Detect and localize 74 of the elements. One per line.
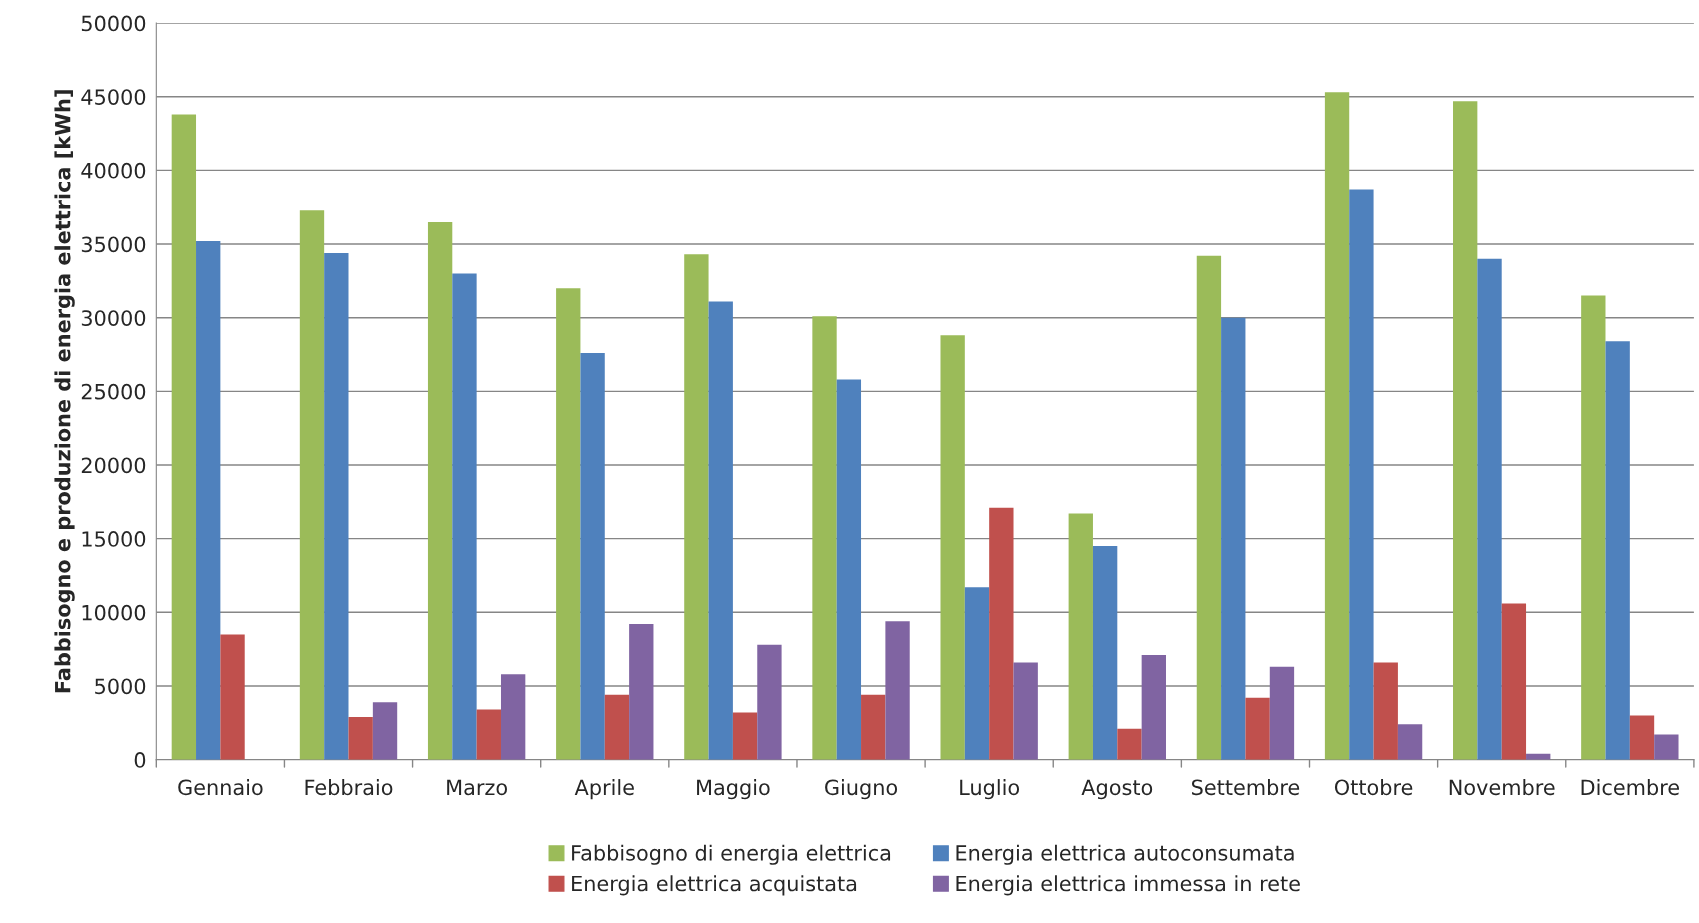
bar: [1221, 317, 1246, 760]
x-tick-label: Luglio: [960, 779, 1020, 800]
x-tick-label: Giugno: [825, 779, 898, 800]
bar: [1196, 255, 1222, 760]
x-tick-label: Ottobre: [1334, 779, 1413, 796]
y-tick-label: 0: [134, 752, 146, 768]
bar: [1324, 92, 1350, 760]
y-tick-label: 50000: [81, 15, 146, 32]
bar: [1092, 546, 1118, 760]
legend-label: Fabbisogno di energia elettrica: [572, 844, 891, 865]
bar: [885, 621, 910, 760]
legend-label: Energia elettrica autoconsumata: [956, 844, 1294, 865]
x-tick-label: Novembre: [1449, 779, 1555, 796]
bar: [812, 316, 837, 760]
bar: [629, 624, 654, 760]
bar: [1477, 258, 1502, 760]
bar: [940, 335, 965, 760]
bar: [1654, 734, 1679, 760]
bar: [348, 716, 373, 760]
y-axis-title: Fabbisogno e produzione di energia elettrica [kWh]: [54, 90, 75, 693]
bar: [861, 694, 886, 760]
bar: [1629, 715, 1655, 760]
bar: [1605, 341, 1630, 760]
legend-label: Energia elettrica acquistata: [572, 875, 857, 896]
x-tick-label: Maggio: [697, 779, 770, 800]
bar: [196, 241, 221, 760]
bar: [836, 379, 862, 760]
y-tick-label: 40000: [81, 162, 146, 179]
bar: [500, 674, 526, 760]
bar: [476, 709, 501, 760]
bar: [1581, 295, 1606, 760]
bar: [372, 702, 398, 760]
bar: [964, 587, 990, 760]
bar: [1245, 697, 1270, 760]
bar: [556, 288, 581, 760]
bar: [708, 301, 733, 760]
x-tick-label: Aprile: [574, 779, 634, 800]
y-tick-label: 15000: [82, 531, 146, 547]
bar: [299, 210, 325, 760]
x-tick-label: Gennaio: [178, 779, 263, 796]
x-tick-label: Settembre: [1192, 779, 1300, 796]
y-tick-label: 5000: [95, 678, 146, 695]
bar: [732, 712, 758, 760]
legend-label: Energia elettrica immessa in rete: [956, 875, 1300, 896]
y-tick-label: 25000: [81, 383, 146, 400]
bar: [1141, 655, 1166, 760]
y-tick-label: 10000: [82, 604, 146, 621]
bar: [1068, 513, 1093, 760]
bar: [604, 694, 630, 760]
bar: [684, 254, 709, 760]
bar: [220, 634, 245, 760]
y-tick-label: 45000: [81, 89, 146, 105]
x-tick-label: Dicembre: [1581, 779, 1679, 796]
bar: [1501, 603, 1527, 760]
bar: [580, 353, 605, 760]
bar: [324, 252, 349, 760]
bar: [1349, 189, 1374, 760]
bar: [427, 221, 453, 760]
bar: [757, 644, 782, 760]
x-tick-label: Agosto: [1081, 779, 1153, 800]
bar: [1117, 728, 1142, 760]
bar: [1453, 101, 1478, 760]
y-tick-label: 20000: [81, 457, 146, 474]
bar: [1269, 666, 1295, 760]
bar: [452, 273, 477, 760]
bar: [1373, 662, 1398, 760]
bar: [1397, 724, 1423, 760]
y-tick-label: 30000: [81, 310, 146, 326]
y-tick-label: 35000: [81, 236, 146, 253]
x-tick-label: Febbraio: [305, 779, 393, 796]
bar: [989, 507, 1014, 760]
bar: [1013, 662, 1038, 760]
x-tick-label: Marzo: [447, 779, 507, 796]
bar: [171, 114, 197, 760]
